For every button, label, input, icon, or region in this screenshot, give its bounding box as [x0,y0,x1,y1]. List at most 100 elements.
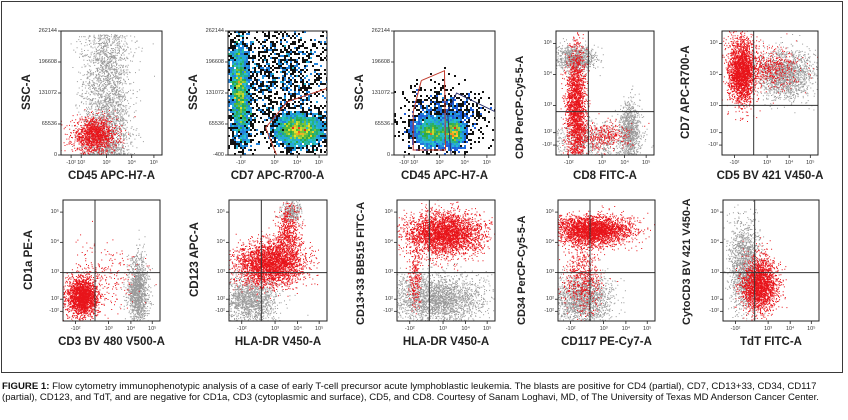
density-cell [424,141,426,143]
density-cell [446,131,448,133]
density-cell [290,153,292,155]
density-cell [314,129,316,131]
density-cell [302,113,304,115]
density-cell [402,133,404,135]
density-cell [428,113,430,115]
density-cell [252,51,254,53]
density-cell [260,131,262,133]
density-cell [292,139,294,141]
density-cell [308,79,310,81]
density-cell [306,117,308,119]
density-cell [288,53,290,55]
density-cell [272,109,274,111]
density-cell [416,125,418,127]
density-cell [292,153,294,155]
density-cell [232,97,234,99]
density-cell [426,147,428,149]
density-cell [242,141,244,143]
density-cell [234,93,236,95]
density-cell [438,113,440,115]
density-cell [246,139,248,141]
density-cell [270,119,272,121]
density-cell [442,147,444,149]
density-cell [280,97,282,99]
density-cell [294,131,296,133]
density-cell [264,73,266,75]
density-cell [284,55,286,57]
density-cell [232,47,234,49]
x-tick-label: 10⁵ [641,160,651,166]
density-cell [418,131,420,133]
x-tick-label: 10³ [763,160,772,166]
density-cell [286,127,288,129]
density-cell [284,109,286,111]
density-cell [230,143,232,145]
density-cell [458,151,460,153]
density-cell [278,55,280,57]
density-cell [480,97,482,99]
density-cell [424,115,426,117]
density-cell [478,113,480,115]
density-cell [490,107,492,109]
density-cell [234,51,236,53]
event-dots [558,259,626,321]
density-cell [418,109,420,111]
density-cell [414,135,416,137]
density-cell [248,89,250,91]
density-cell [310,117,312,119]
density-cell [280,105,282,107]
x-tick-label: 10⁵ [806,160,815,166]
density-cell [306,69,308,71]
density-cell [316,137,318,139]
density-cell [300,81,302,83]
density-cell [266,113,268,115]
density-cell [288,51,290,53]
density-cell [294,61,296,63]
event-dots [723,200,774,321]
density-cell [284,59,286,61]
density-cell [454,143,456,145]
density-cell [322,125,324,127]
y-tick-label: 10³ [51,269,59,276]
density-cell [240,63,242,65]
density-cell [276,37,278,39]
density-cell [322,59,324,61]
density-cell [300,69,302,71]
density-cell [292,131,294,133]
density-cell [310,87,312,89]
density-cell [314,135,316,137]
y-tick-label: 10⁵ [543,39,552,46]
density-cell [274,123,276,125]
density-cell [240,121,242,123]
density-cell [430,123,432,125]
y-tick-label: 10³ [710,101,718,108]
density-cell [450,139,452,141]
density-cell [318,73,320,75]
density-cell [452,141,454,143]
density-cell [312,137,314,139]
density-cell [282,35,284,37]
density-cell [296,59,298,61]
density-cell [428,143,430,145]
density-cell [426,119,428,121]
density-cell [300,105,302,107]
x-tick-label: 10⁴ [784,160,794,166]
density-cell [238,79,240,81]
density-cell [246,125,248,127]
density-cell [246,109,248,111]
density-cell [320,121,322,123]
density-cell [238,71,240,73]
density-cell [238,49,240,51]
density-cell [420,107,422,109]
density-cell [246,63,248,65]
density-cell [446,115,448,117]
density-cell [278,63,280,65]
density-cell [230,59,232,61]
density-cell [250,133,252,135]
density-cell [276,129,278,131]
density-cell [458,111,460,113]
density-cell [268,107,270,109]
density-cell [464,147,466,149]
density-cell [234,153,236,155]
density-cell [304,99,306,101]
